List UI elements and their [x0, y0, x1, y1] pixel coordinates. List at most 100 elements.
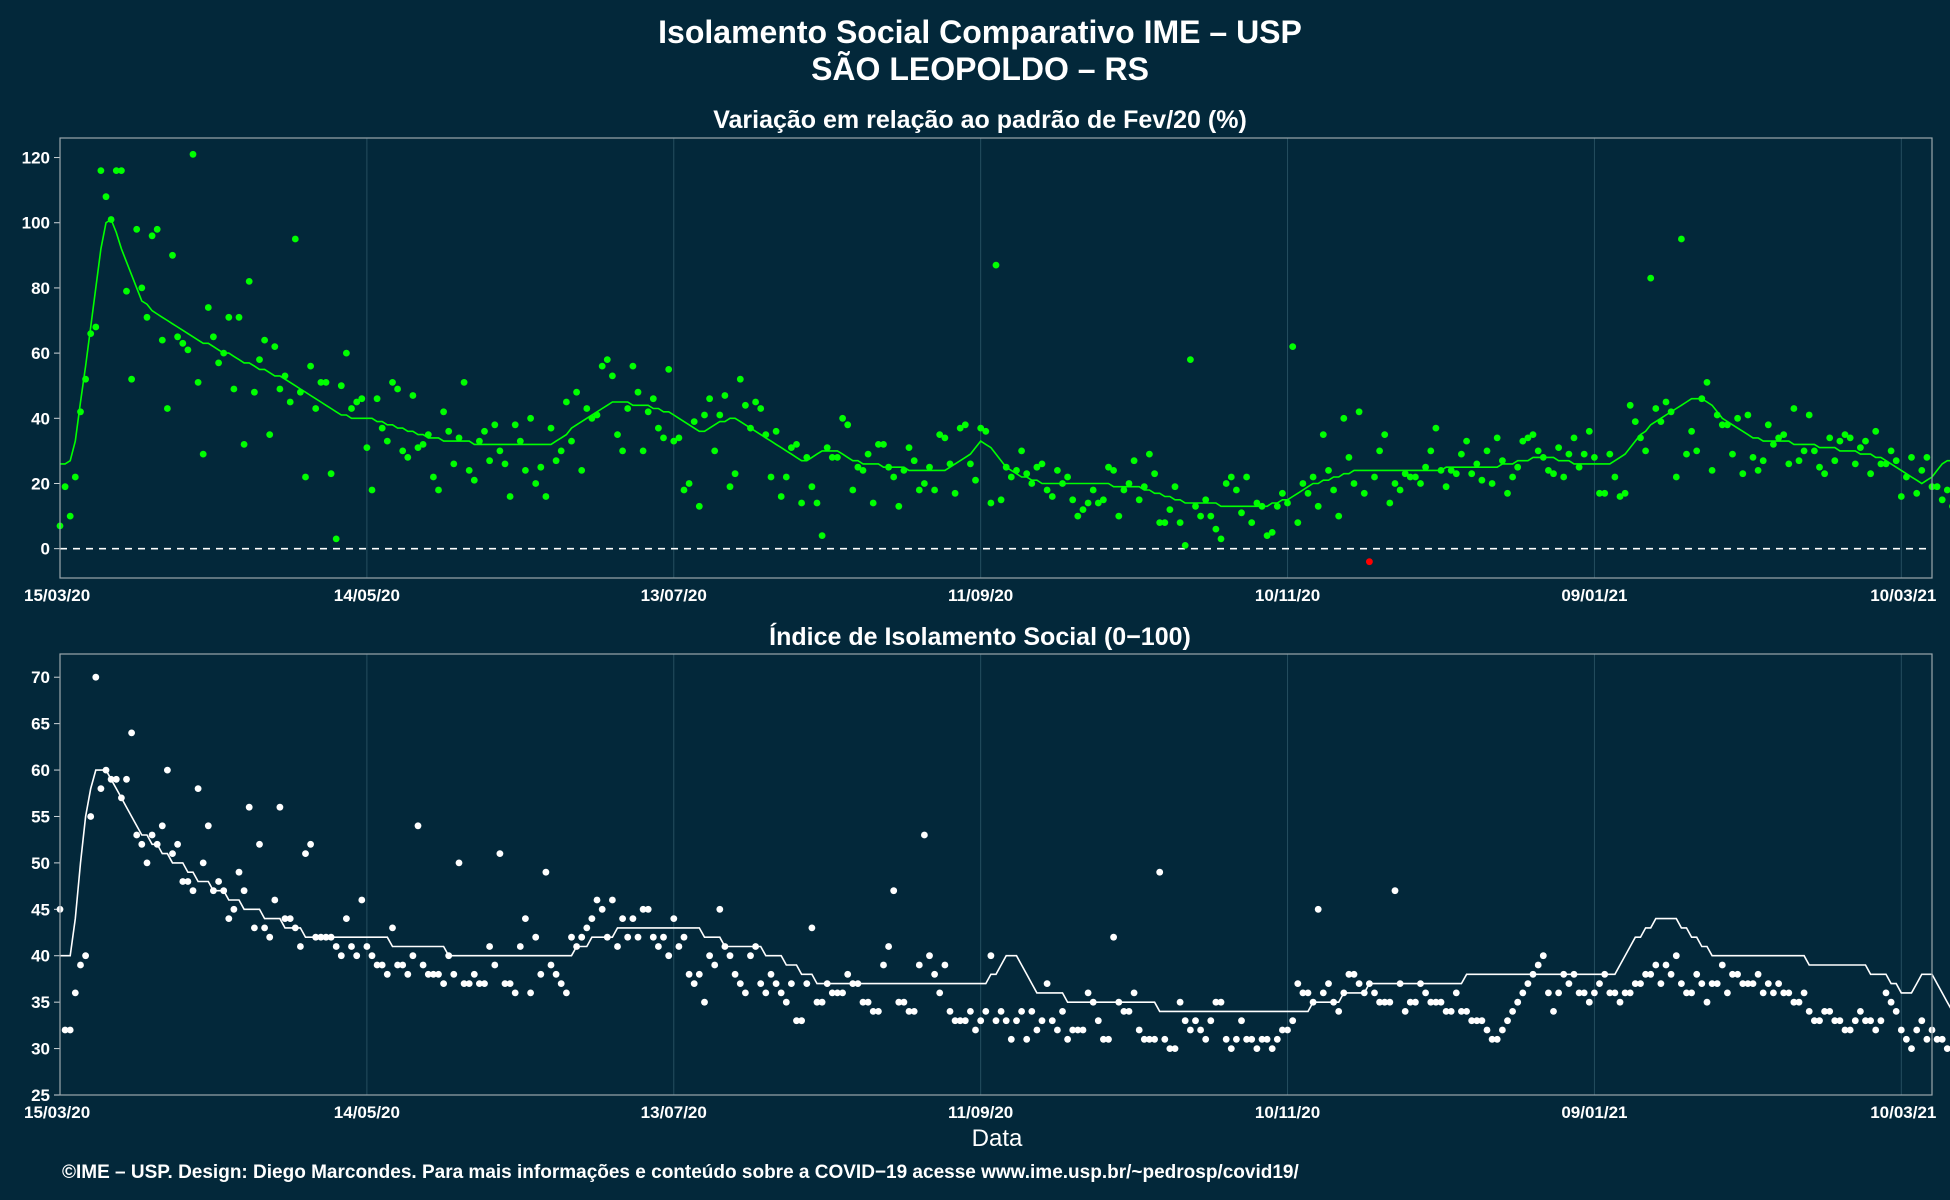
- bottom-data-point: [956, 1017, 964, 1025]
- bottom-data-point: [1514, 998, 1522, 1006]
- bottom-data-point: [164, 766, 171, 774]
- bottom-data-point: [757, 980, 765, 987]
- bottom-data-point: [1156, 868, 1164, 876]
- top-data-point: [731, 470, 739, 478]
- top-data-point: [1851, 460, 1859, 468]
- bottom-data-point: [1166, 1045, 1174, 1052]
- top-data-point: [337, 382, 345, 390]
- bottom-data-point: [1545, 989, 1552, 997]
- top-data-point: [1038, 460, 1046, 468]
- bottom-data-point: [946, 1008, 954, 1015]
- bottom-data-point: [71, 989, 79, 997]
- bottom-data-point: [1273, 1035, 1281, 1043]
- bottom-y-tick-label: 30: [31, 1040, 50, 1059]
- top-data-point: [1059, 480, 1066, 487]
- bottom-data-point: [982, 1008, 990, 1015]
- top-data-point: [701, 411, 708, 419]
- bottom-data-point: [1258, 1035, 1266, 1043]
- top-data-point: [1923, 454, 1931, 461]
- bottom-data-point: [598, 905, 606, 913]
- bottom-data-point: [291, 924, 299, 932]
- top-data-point: [1499, 457, 1506, 465]
- bottom-data-point: [266, 933, 274, 941]
- bottom-data-point: [1708, 980, 1716, 987]
- bottom-data-point: [332, 943, 340, 950]
- bottom-data-point: [1299, 989, 1307, 997]
- bottom-data-point: [972, 1026, 979, 1034]
- bottom-data-point: [1452, 989, 1460, 997]
- bottom-data-point: [1734, 970, 1741, 978]
- bottom-data-point: [1376, 998, 1383, 1006]
- bottom-data-point: [1054, 1026, 1061, 1034]
- top-data-point: [987, 499, 995, 507]
- bottom-data-point: [1243, 1035, 1250, 1043]
- bottom-data-point: [112, 775, 120, 783]
- bottom-plot-frame: [59, 653, 1933, 1096]
- top-data-point: [1611, 473, 1619, 481]
- bottom-data-point: [1110, 933, 1117, 941]
- top-data-point: [1575, 463, 1583, 471]
- bottom-data-point: [476, 980, 483, 987]
- bottom-data-point: [1018, 1008, 1025, 1015]
- bottom-data-point: [97, 785, 105, 792]
- top-data-point: [900, 467, 908, 474]
- top-data-point: [808, 483, 816, 491]
- bottom-data-point: [1657, 980, 1665, 987]
- bottom-data-point: [552, 970, 560, 978]
- top-data-point: [414, 444, 422, 451]
- top-data-point: [1279, 489, 1286, 497]
- top-data-point: [1263, 532, 1271, 539]
- bottom-data-point: [880, 961, 887, 969]
- bottom-data-point: [1693, 970, 1701, 978]
- bottom-data-point: [87, 813, 95, 820]
- top-data-point: [629, 362, 637, 370]
- top-data-point: [839, 414, 846, 422]
- bottom-data-point: [941, 961, 949, 969]
- bottom-data-point: [726, 952, 734, 960]
- top-x-tick-label: 14/05/20: [334, 586, 400, 605]
- top-data-point: [358, 395, 366, 403]
- top-data-point: [1565, 450, 1573, 458]
- top-data-point: [1187, 356, 1194, 363]
- top-data-point: [1100, 496, 1107, 504]
- top-data-point: [573, 388, 580, 396]
- bottom-data-point: [1851, 1017, 1859, 1025]
- bottom-y-tick-label: 60: [31, 761, 50, 780]
- bottom-data-point: [1509, 1008, 1516, 1015]
- bottom-data-point: [1233, 1035, 1240, 1043]
- bottom-data-point: [322, 933, 330, 941]
- top-data-point: [660, 434, 667, 442]
- bottom-data-point: [169, 850, 176, 857]
- bottom-data-point: [951, 1017, 959, 1025]
- bottom-y-tick-label: 65: [31, 715, 50, 734]
- top-data-point: [194, 379, 202, 386]
- bottom-data-point: [1672, 952, 1680, 960]
- bottom-data-point: [1268, 1045, 1276, 1052]
- bottom-x-tick-label: 10/03/21: [1870, 1103, 1936, 1122]
- top-data-point: [1120, 486, 1128, 494]
- bottom-data-point: [445, 952, 453, 960]
- top-x-tick-label: 09/01/21: [1561, 586, 1627, 605]
- top-data-point: [1509, 473, 1516, 481]
- bottom-data-point: [629, 915, 637, 922]
- bottom-data-point: [854, 980, 862, 987]
- bottom-data-point: [1678, 980, 1685, 987]
- top-y-tick-label: 0: [41, 540, 50, 559]
- top-data-point: [568, 437, 575, 445]
- bottom-data-point: [215, 878, 223, 885]
- top-data-point: [747, 424, 754, 432]
- top-plot-frame: [59, 137, 1933, 579]
- top-data-point: [404, 454, 412, 461]
- top-data-point: [1882, 460, 1890, 468]
- top-data-point: [1621, 489, 1629, 497]
- bottom-data-point: [460, 980, 468, 987]
- x-axis-label: Data: [972, 1125, 1023, 1152]
- bottom-data-point: [900, 998, 908, 1006]
- top-x-tick-label: 10/03/21: [1870, 586, 1936, 605]
- bottom-data-point: [153, 840, 161, 848]
- bottom-data-point: [644, 905, 652, 913]
- top-x-tick-label: 13/07/20: [641, 586, 707, 605]
- bottom-data-point: [1350, 970, 1358, 978]
- bottom-data-point: [915, 961, 923, 969]
- bottom-data-point: [210, 887, 217, 895]
